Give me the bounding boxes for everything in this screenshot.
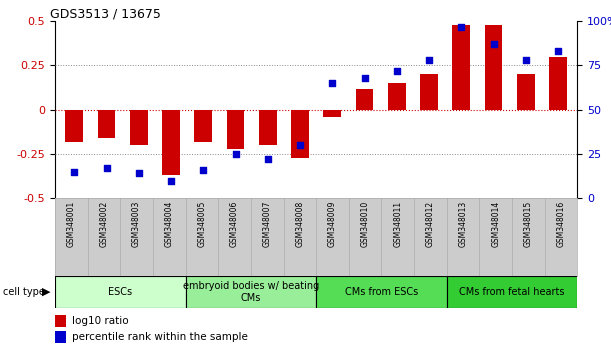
Point xyxy=(199,167,208,173)
Text: embryoid bodies w/ beating
CMs: embryoid bodies w/ beating CMs xyxy=(183,281,319,303)
Text: GSM348002: GSM348002 xyxy=(100,201,109,247)
Point xyxy=(327,80,337,86)
Bar xyxy=(55,331,65,343)
Bar xyxy=(356,88,373,110)
Bar xyxy=(316,276,447,308)
Bar xyxy=(517,74,535,110)
Bar xyxy=(55,276,186,308)
Bar xyxy=(98,110,115,138)
Bar xyxy=(55,315,65,327)
Bar xyxy=(186,276,316,308)
Bar xyxy=(130,110,148,145)
Text: GSM348014: GSM348014 xyxy=(491,201,500,247)
Text: percentile rank within the sample: percentile rank within the sample xyxy=(72,332,248,342)
Bar xyxy=(452,25,470,110)
Bar xyxy=(388,83,406,110)
Point xyxy=(70,169,79,175)
Text: GSM348016: GSM348016 xyxy=(557,201,566,247)
Bar xyxy=(65,110,83,142)
Bar xyxy=(194,110,212,142)
Text: GSM348009: GSM348009 xyxy=(328,201,337,247)
Bar xyxy=(420,74,438,110)
Text: GSM348013: GSM348013 xyxy=(459,201,467,247)
Bar xyxy=(485,25,502,110)
Text: GSM348015: GSM348015 xyxy=(524,201,533,247)
Text: GSM348004: GSM348004 xyxy=(165,201,174,247)
Point xyxy=(456,24,466,29)
Point xyxy=(392,68,401,74)
Bar xyxy=(227,110,244,149)
Point xyxy=(101,165,111,171)
Text: ▶: ▶ xyxy=(42,287,50,297)
Text: GSM348003: GSM348003 xyxy=(132,201,141,247)
Text: GSM348001: GSM348001 xyxy=(67,201,76,247)
Point xyxy=(263,156,273,162)
Text: CMs from fetal hearts: CMs from fetal hearts xyxy=(459,287,565,297)
Text: ESCs: ESCs xyxy=(108,287,133,297)
Point xyxy=(360,75,370,81)
Point xyxy=(553,48,563,54)
Point xyxy=(295,142,305,148)
Text: CMs from ESCs: CMs from ESCs xyxy=(345,287,418,297)
Bar xyxy=(549,57,567,110)
Bar xyxy=(162,110,180,175)
Point xyxy=(489,41,499,47)
Text: GDS3513 / 13675: GDS3513 / 13675 xyxy=(49,7,161,20)
Point xyxy=(521,57,531,63)
Point xyxy=(231,151,241,157)
Text: GSM348007: GSM348007 xyxy=(263,201,272,247)
Point xyxy=(134,171,144,176)
Text: GSM348011: GSM348011 xyxy=(393,201,402,247)
Text: GSM348005: GSM348005 xyxy=(197,201,207,247)
Text: GSM348008: GSM348008 xyxy=(295,201,304,247)
Bar xyxy=(323,110,341,117)
Point xyxy=(424,57,434,63)
Text: GSM348006: GSM348006 xyxy=(230,201,239,247)
Bar xyxy=(447,276,577,308)
Bar xyxy=(259,110,277,145)
Bar xyxy=(291,110,309,158)
Text: GSM348010: GSM348010 xyxy=(360,201,370,247)
Text: GSM348012: GSM348012 xyxy=(426,201,435,247)
Text: cell type: cell type xyxy=(3,287,45,297)
Text: log10 ratio: log10 ratio xyxy=(72,316,129,326)
Point xyxy=(166,178,176,183)
